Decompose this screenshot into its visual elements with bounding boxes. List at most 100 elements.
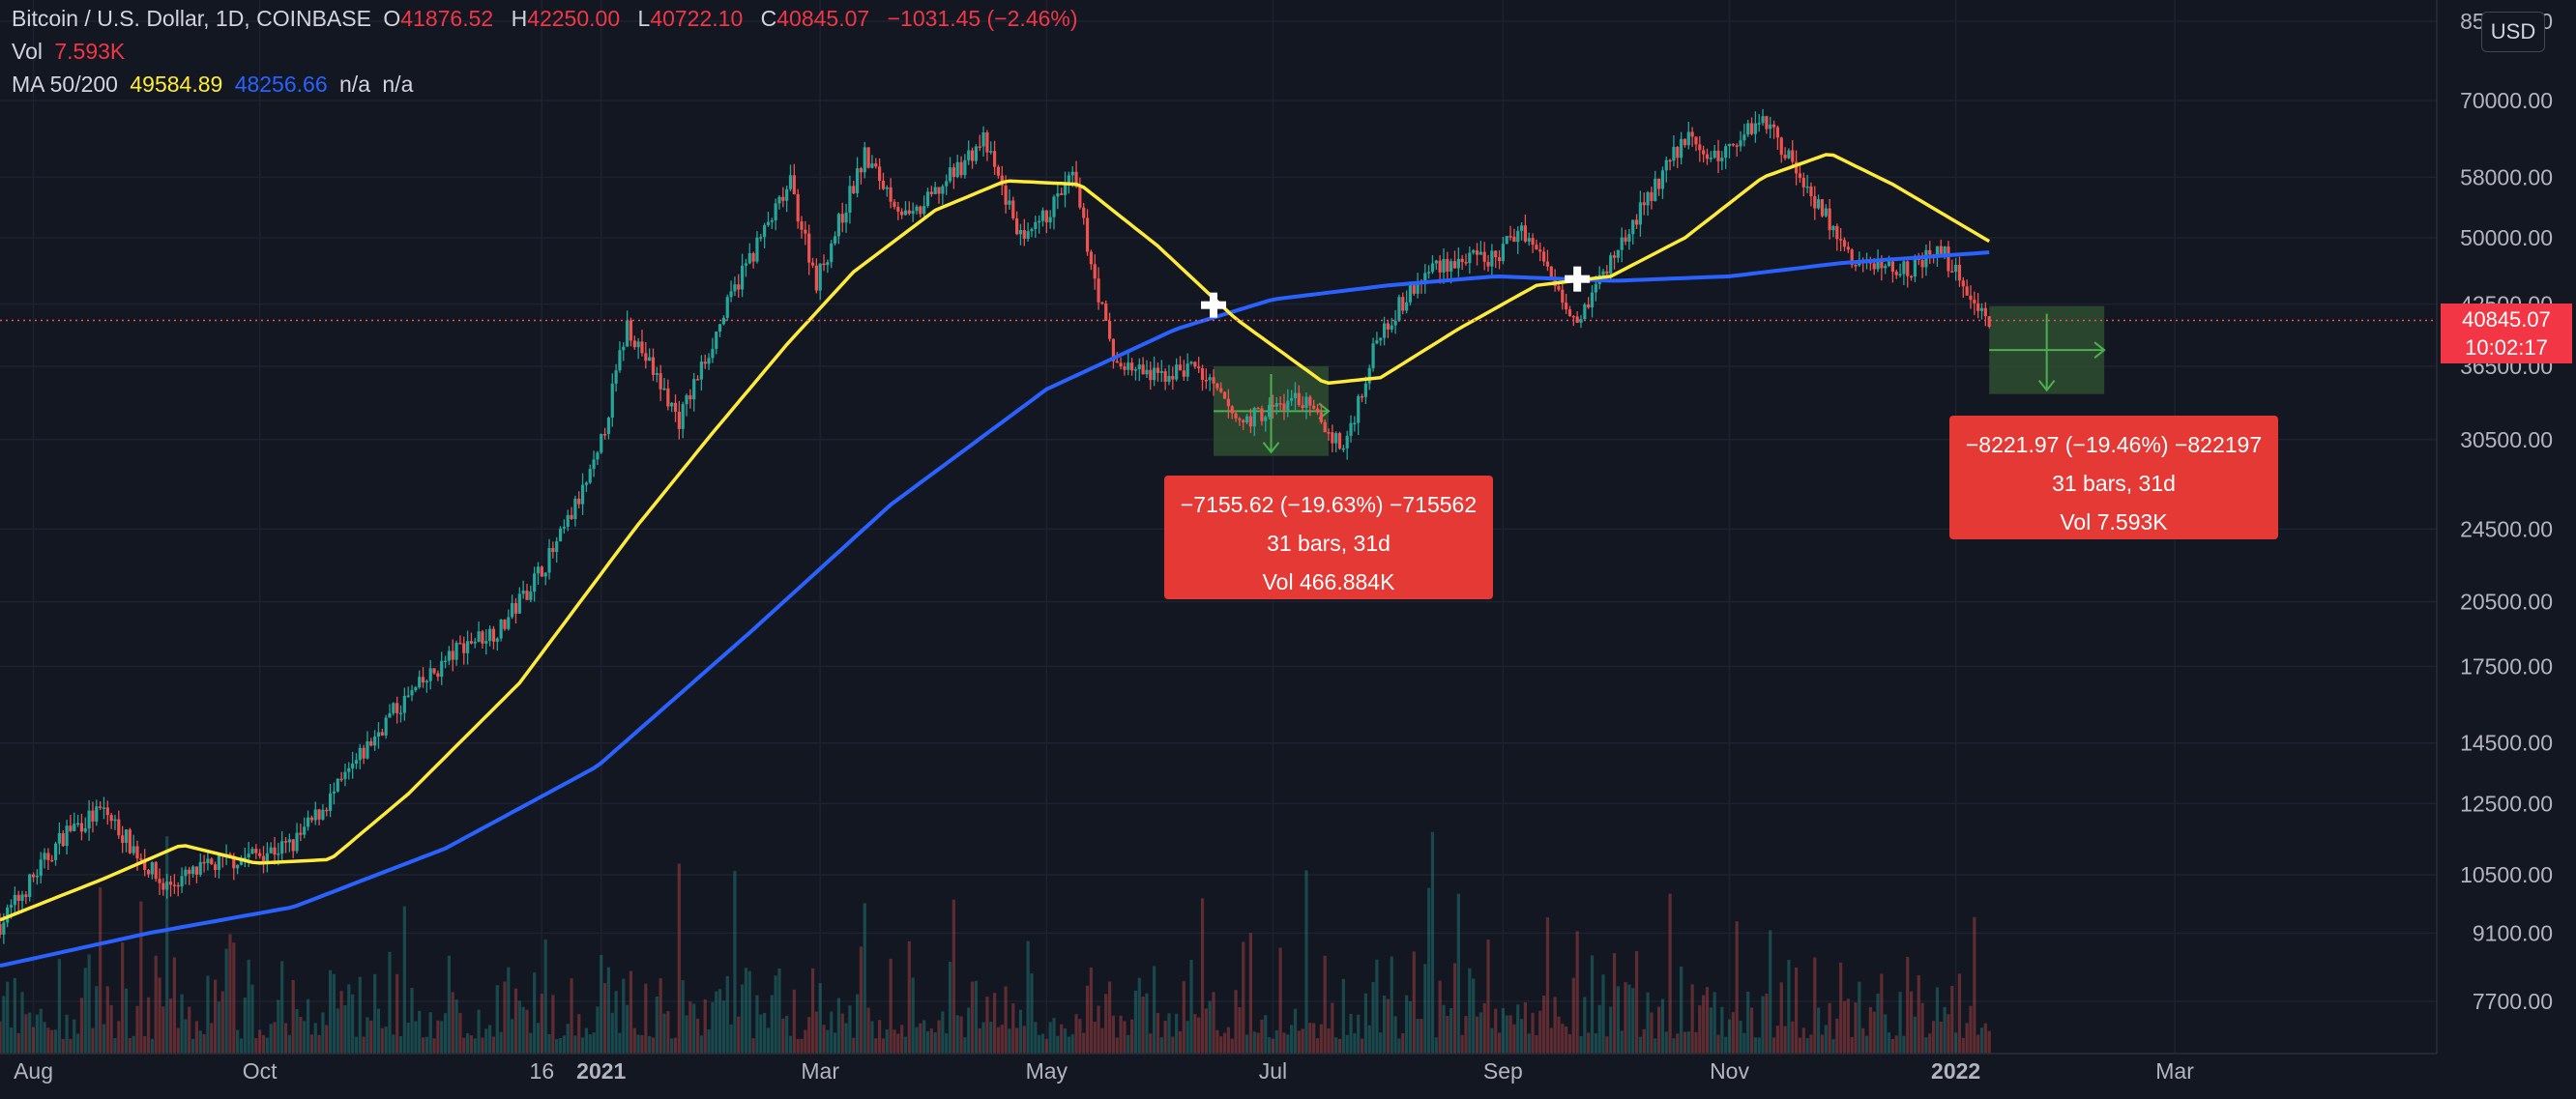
candle-body <box>1393 320 1397 326</box>
volume-bar <box>662 1013 666 1054</box>
volume-bar <box>974 980 978 1054</box>
volume-bar <box>1846 998 1850 1054</box>
close-value: 40845.07 <box>776 6 870 31</box>
volume-bar <box>1056 1035 1060 1054</box>
volume-bar <box>517 1000 521 1054</box>
volume-bar <box>651 1037 656 1054</box>
candle-body <box>1976 303 1980 311</box>
candle-body <box>1337 433 1342 449</box>
candle-body <box>473 641 477 644</box>
candle-body <box>1011 200 1015 218</box>
candle-body <box>150 862 154 875</box>
volume-bar <box>1742 1032 1746 1054</box>
candle-body <box>889 187 893 202</box>
volume-bar <box>1345 1034 1349 1054</box>
volume-bar <box>1913 1016 1917 1054</box>
volume-bar <box>945 1033 949 1054</box>
candle-body <box>210 858 214 865</box>
volume-label[interactable]: Vol <box>12 39 43 64</box>
volume-bar <box>188 1006 191 1054</box>
candle-body <box>1442 258 1446 273</box>
candle-body <box>848 186 852 213</box>
candle-body <box>1947 246 1950 272</box>
volume-bar <box>1835 1018 1839 1054</box>
candle-body <box>465 641 470 653</box>
candle-body <box>325 809 329 812</box>
volume-bar <box>636 1034 640 1054</box>
candle-body <box>295 832 299 852</box>
volume-bar <box>354 1036 359 1054</box>
volume-bar <box>1702 995 1706 1054</box>
volume-bar <box>366 1017 369 1054</box>
time-tick-label: Mar <box>801 1058 839 1084</box>
currency-button[interactable]: USD <box>2481 12 2545 52</box>
volume-bar <box>1909 991 1914 1054</box>
candle-body <box>547 547 551 573</box>
volume-bar <box>1898 992 1902 1054</box>
volume-bar <box>109 1004 113 1054</box>
candle-body <box>1594 283 1597 293</box>
candle-body <box>184 869 188 877</box>
volume-bar <box>1746 991 1750 1054</box>
candle-body <box>1427 272 1431 274</box>
volume-bar <box>1226 1027 1230 1054</box>
candle-body <box>1612 255 1617 258</box>
volume-bar <box>1204 1008 1208 1054</box>
volume-bar <box>65 1014 69 1054</box>
volume-bar <box>844 1023 848 1054</box>
volume-bar <box>1579 1035 1583 1054</box>
candle-body <box>840 214 844 223</box>
volume-bar <box>1820 1034 1825 1054</box>
candle-body <box>113 819 117 822</box>
volume-bar <box>866 1007 870 1054</box>
candle-body <box>685 395 688 405</box>
volume-bar <box>1497 1032 1502 1054</box>
candle-body <box>154 862 158 880</box>
candle-body <box>900 211 904 216</box>
volume-bar <box>1494 1008 1498 1054</box>
volume-bar <box>180 994 184 1054</box>
candle-body <box>566 514 570 528</box>
volume-bar <box>1107 981 1112 1054</box>
candle-body <box>143 859 147 870</box>
candle-body <box>1167 375 1171 382</box>
time-tick-label: 16 <box>530 1058 555 1084</box>
volume-bar <box>967 1007 971 1054</box>
ma-label[interactable]: MA 50/200 <box>12 72 118 97</box>
price-tick-label: 24500.00 <box>2460 516 2553 541</box>
volume-bar <box>9 1027 14 1054</box>
volume-bar <box>648 1035 652 1054</box>
candle-body <box>1327 432 1331 434</box>
volume-bar <box>1234 990 1238 1054</box>
candle-body <box>1965 286 1969 296</box>
volume-bar <box>711 1001 715 1054</box>
volume-bar <box>751 1038 755 1054</box>
volume-bar <box>1775 1026 1780 1054</box>
candle-body <box>436 673 440 678</box>
volume-bar <box>725 975 729 1054</box>
volume-bar <box>666 1011 670 1054</box>
symbol-title[interactable]: Bitcoin / U.S. Dollar, 1D, COINBASE <box>12 6 371 31</box>
volume-bar <box>1274 1029 1278 1054</box>
candle-body <box>688 395 692 400</box>
candle-body <box>666 388 670 407</box>
volume-bar <box>362 1036 366 1054</box>
volume-bar <box>1000 1025 1004 1054</box>
volume-bar <box>1222 1032 1227 1054</box>
volume-bar <box>99 887 102 1054</box>
price-tick-label: 7700.00 <box>2473 989 2553 1014</box>
candle-body <box>146 869 151 875</box>
candle-body <box>1876 259 1880 270</box>
volume-bar <box>280 961 284 1054</box>
candle-body <box>1129 362 1134 371</box>
volume-bar <box>963 1037 967 1054</box>
volume-bar <box>1553 997 1557 1054</box>
volume-bar <box>1308 1023 1312 1054</box>
candle-body <box>1022 230 1026 240</box>
volume-bar <box>1015 1027 1019 1054</box>
volume-bar <box>440 1021 444 1054</box>
volume-bar <box>915 1027 919 1054</box>
volume-bar <box>1601 974 1605 1054</box>
candle-body <box>1034 221 1038 229</box>
